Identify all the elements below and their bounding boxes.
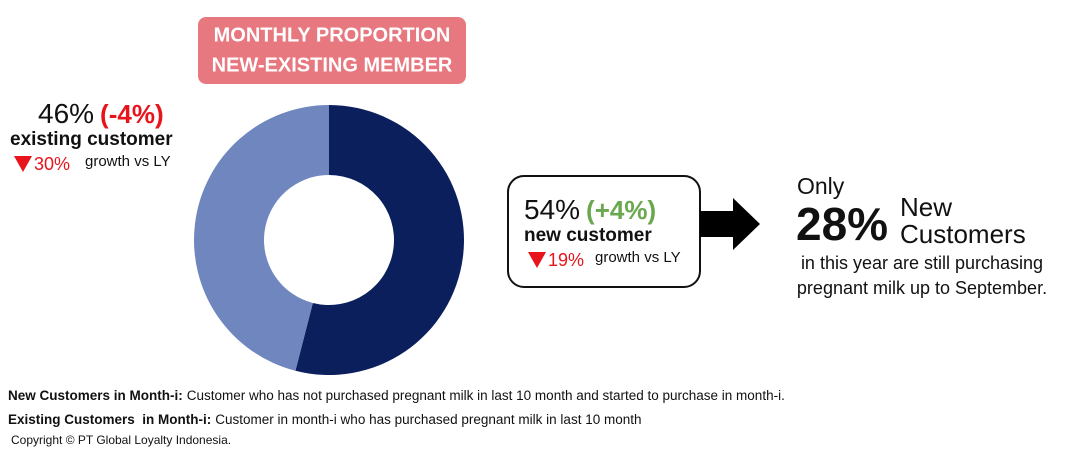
growth-text: growth vs LY	[85, 153, 171, 170]
highlight-caption: in this year are still purchasing	[801, 253, 1043, 273]
growth-triangle	[14, 156, 32, 172]
growth-triangle	[528, 252, 546, 268]
highlight-label: New	[900, 192, 952, 222]
copyright: Copyright © PT Global Loyalty Indonesia.	[11, 433, 231, 447]
chart-title: NEW-EXISTING MEMBER	[212, 54, 453, 76]
callout-value: 54% (+4%)	[524, 194, 656, 225]
donut-segment	[295, 105, 464, 375]
change-label: (+4%)	[586, 195, 656, 225]
definition-text: Customer in month-i who has purchased pr…	[215, 412, 641, 427]
definition-text: Customer who has not purchased pregnant …	[187, 388, 785, 403]
title-box	[198, 17, 466, 84]
category-label: existing customer	[10, 129, 173, 150]
highlight-prefix: Only	[797, 173, 845, 199]
change-label: (-4%)	[100, 99, 164, 129]
definition: Existing Customers in Month-i: Customer i…	[8, 412, 641, 427]
chart-title: MONTHLY PROPORTION	[214, 24, 451, 46]
arrow	[700, 198, 760, 250]
callout-value: 46% (-4%)	[38, 98, 164, 129]
growth-label: 19%	[548, 250, 584, 270]
share-label: 46%	[38, 98, 94, 129]
category-label: new customer	[524, 225, 652, 246]
highlight-label: Customers	[900, 219, 1026, 249]
definition-term: Existing Customers in Month-i:	[8, 412, 211, 427]
highlight-caption: pregnant milk up to September.	[797, 278, 1047, 298]
donut-segment	[193, 105, 329, 371]
growth-text: growth vs LY	[595, 249, 681, 266]
share-label: 54%	[524, 194, 580, 225]
definition-term: New Customers in Month-i:	[8, 388, 183, 403]
highlight-value: 28%	[796, 198, 888, 250]
growth-label: 30%	[34, 154, 70, 174]
definition: New Customers in Month-i: Customer who ha…	[8, 388, 785, 403]
